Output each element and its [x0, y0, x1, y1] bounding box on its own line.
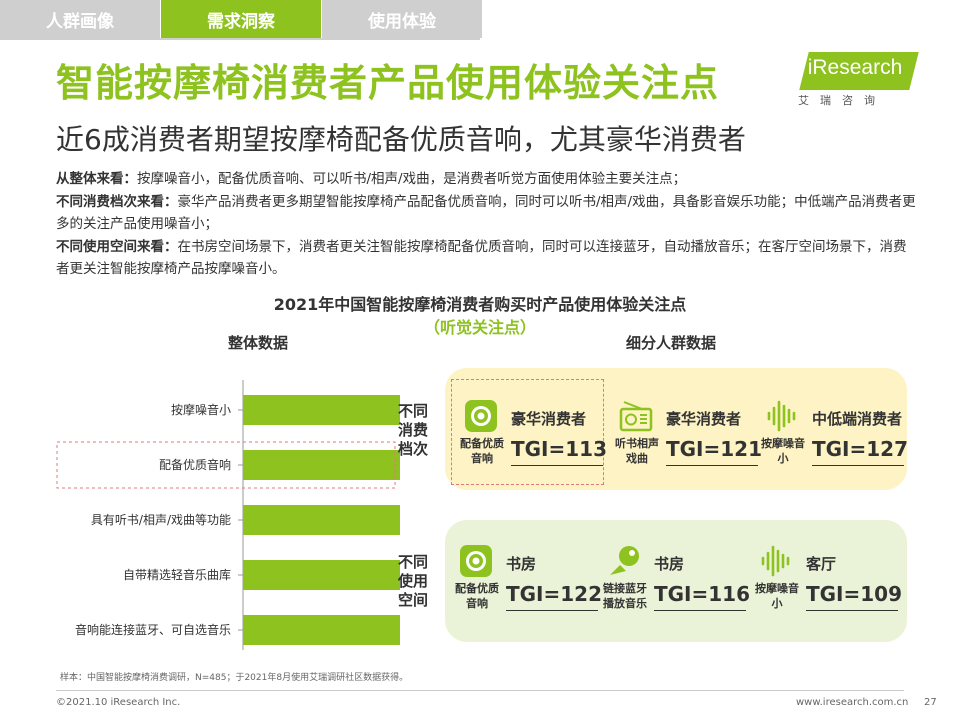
page-title: 智能按摩椅消费者产品使用体验关注点 — [56, 61, 720, 105]
bar-highlight-box — [56, 441, 396, 489]
summary-paragraph: 从整体来看：按摩噪音小，配备优质音响、可以听书/相声/戏曲，是消费者听觉方面使用… — [56, 168, 918, 191]
soundwave-icon — [761, 545, 790, 577]
bar-category-label: 音响能连接蓝牙、可自选音乐 — [75, 622, 231, 637]
summary-body: 在书房空间场景下，消费者更关注智能按摩椅配备优质音响，同时可以连接蓝牙，自动播放… — [56, 238, 907, 278]
summary-paragraph: 不同使用空间来看：在书房空间场景下，消费者更关注智能按摩椅配备优质音响，同时可以… — [56, 236, 918, 281]
bar — [243, 560, 400, 590]
tab-user-profile[interactable]: 人群画像 — [0, 0, 160, 38]
card-caption: 配备优质音响 — [460, 437, 504, 465]
tgi-card: 链接蓝牙播放音乐 书房 TGI=116 — [598, 537, 751, 637]
bar — [243, 615, 400, 645]
card-group: 书房 — [654, 555, 685, 573]
tier-panel — [445, 368, 907, 490]
segment-label-tier: 不同消费档次 — [398, 402, 429, 458]
bar-chart: 按摩噪音小58.6%配备优质音响56.3%具有听书/相声/戏曲等功能52.8%自… — [56, 380, 400, 650]
speaker-icon — [465, 400, 497, 432]
footer-divider — [56, 690, 904, 691]
card-underline — [806, 610, 898, 611]
card-tgi: TGI=113 — [511, 437, 608, 461]
copyright: ©2021.10 iResearch Inc. — [56, 697, 181, 708]
card-underline — [666, 465, 758, 466]
card-group: 客厅 — [806, 555, 837, 573]
tgi-card: 配备优质音响 书房 TGI=122 — [450, 537, 603, 637]
bar-category-label: 自带精选轻音乐曲库 — [123, 567, 231, 582]
card-tgi: TGI=109 — [806, 582, 903, 606]
radio-icon — [619, 401, 653, 432]
section-tabs: 人群画像 需求洞察 使用体验 — [0, 0, 483, 38]
site-link[interactable]: www.iresearch.com.cn — [796, 697, 909, 708]
iresearch-logo: iResearch 艾瑞咨询 — [796, 52, 919, 108]
tgi-card: 听书相声戏曲 豪华消费者 TGI=121 — [610, 392, 763, 492]
card-caption: 听书相声戏曲 — [615, 437, 659, 465]
chart-subtitle: （听觉关注点） — [423, 318, 536, 337]
space-panel — [445, 520, 907, 642]
sample-note: 样本：中国智能按摩椅消费调研，N=485；于2021年8月使用艾瑞调研社区数据获… — [60, 673, 409, 683]
card-underline — [654, 610, 746, 611]
summary-lead: 不同消费档次来看： — [56, 193, 178, 210]
card-underline — [506, 610, 598, 611]
bar-category-label: 按摩噪音小 — [171, 402, 231, 417]
card-tgi: TGI=122 — [506, 582, 603, 606]
segment-label-space: 不同使用空间 — [398, 553, 429, 609]
page-number: 27 — [924, 697, 937, 708]
logo-cn-text: 艾瑞咨询 — [798, 94, 886, 107]
card-tgi: TGI=116 — [654, 582, 751, 606]
card-caption: 链接蓝牙播放音乐 — [603, 582, 647, 610]
card-caption: 配备优质音响 — [455, 582, 499, 610]
soundwave-icon — [767, 400, 796, 432]
bar-category-label: 具有听书/相声/戏曲等功能 — [91, 513, 231, 527]
tab-user-experience[interactable]: 使用体验 — [322, 0, 482, 38]
card-group: 豪华消费者 — [666, 410, 742, 428]
bluetooth-music-icon — [610, 546, 639, 575]
bar-category-label: 配备优质音响 — [159, 457, 231, 472]
tgi-card: 按摩噪音小 中低端消费者 TGI=127 — [756, 392, 909, 492]
card-underline — [511, 465, 603, 466]
card-tgi: TGI=127 — [812, 437, 909, 461]
tab-demand-insight[interactable]: 需求洞察 — [161, 0, 321, 38]
segment-data-heading: 细分人群数据 — [626, 334, 717, 352]
card-underline — [812, 465, 904, 466]
card-group: 中低端消费者 — [812, 410, 903, 428]
card-group: 书房 — [506, 555, 537, 573]
summary-body: 豪华产品消费者更多期望智能按摩椅产品配备优质音响，同时可以听书/相声/戏曲，具备… — [56, 193, 916, 233]
summary-text: 从整体来看：按摩噪音小，配备优质音响、可以听书/相声/戏曲，是消费者听觉方面使用… — [56, 168, 918, 281]
bar — [243, 450, 400, 480]
tgi-card: 按摩噪音小 客厅 TGI=109 — [750, 537, 903, 637]
speaker-icon — [460, 545, 492, 577]
tabs-underline — [0, 38, 480, 40]
summary-body: 按摩噪音小，配备优质音响、可以听书/相声/戏曲，是消费者听觉方面使用体验主要关注… — [137, 171, 687, 187]
bar — [243, 505, 400, 535]
tgi-card: 配备优质音响 豪华消费者 TGI=113 — [455, 392, 608, 492]
summary-paragraph: 不同消费档次来看：豪华产品消费者更多期望智能按摩椅产品配备优质音响，同时可以听书… — [56, 191, 918, 236]
card-tgi: TGI=121 — [666, 437, 763, 461]
chart-title: 2021年中国智能按摩椅消费者购买时产品使用体验关注点 — [273, 295, 687, 314]
page-subtitle: 近6成消费者期望按摩椅配备优质音响，尤其豪华消费者 — [56, 123, 746, 156]
summary-lead: 不同使用空间来看： — [56, 238, 178, 255]
logo-wordmark: iResearch — [807, 56, 903, 79]
card-caption: 按摩噪音小 — [755, 582, 799, 610]
overall-data-heading: 整体数据 — [228, 334, 289, 352]
bar — [243, 395, 400, 425]
highlight-box-speaker — [451, 379, 604, 485]
card-group: 豪华消费者 — [511, 410, 587, 428]
card-caption: 按摩噪音小 — [761, 437, 805, 465]
summary-lead: 从整体来看： — [56, 171, 137, 187]
